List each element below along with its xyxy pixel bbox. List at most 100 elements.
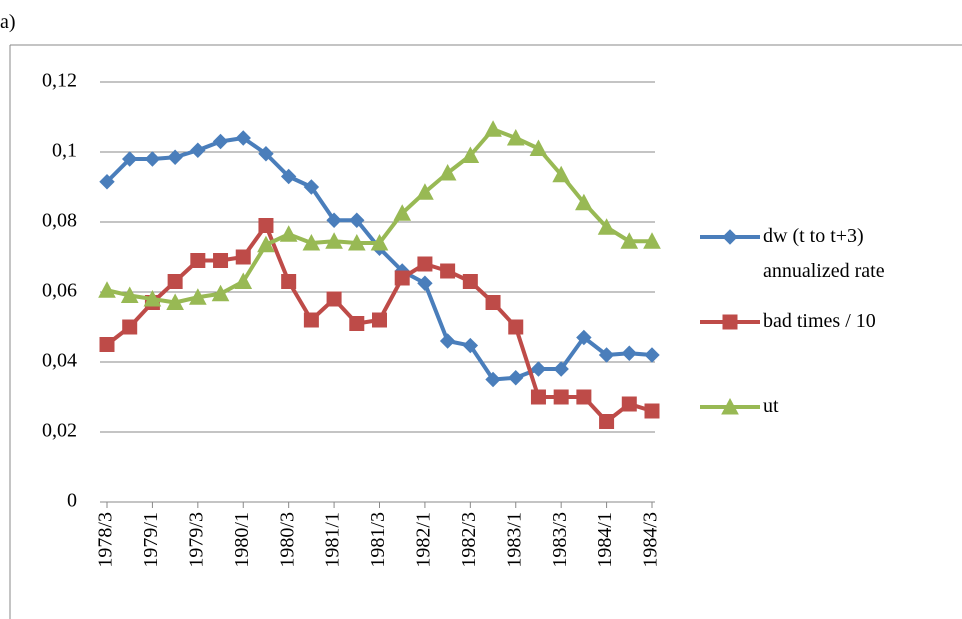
data-point <box>529 139 548 156</box>
data-point <box>347 233 366 251</box>
data-point <box>417 256 433 272</box>
data-point <box>257 235 275 253</box>
legend-swatch <box>722 229 738 245</box>
data-point <box>326 291 342 307</box>
data-point <box>167 149 183 165</box>
data-point <box>190 142 206 158</box>
y-tick-label: 0,08 <box>42 210 77 232</box>
data-point <box>280 168 297 185</box>
data-point <box>188 288 207 305</box>
data-point <box>485 295 501 310</box>
x-tick-label: 1984/3 <box>640 512 662 568</box>
x-tick-label: 1979/3 <box>185 512 207 568</box>
x-tick-label: 1980/1 <box>231 512 253 568</box>
legend-label: ut <box>763 395 779 417</box>
data-point <box>508 319 524 335</box>
data-point <box>143 289 162 307</box>
data-point <box>166 293 184 310</box>
data-point <box>99 174 115 190</box>
data-point <box>530 361 547 377</box>
data-point <box>644 403 660 419</box>
data-point <box>349 316 365 331</box>
data-point <box>303 312 319 328</box>
data-point <box>462 274 478 289</box>
data-point <box>258 146 274 162</box>
data-point <box>440 263 456 279</box>
data-point <box>120 286 139 303</box>
x-tick-label: 1983/3 <box>549 512 571 568</box>
data-point <box>597 218 616 235</box>
data-point <box>234 272 253 289</box>
data-point <box>643 232 661 249</box>
y-tick-label: 0,04 <box>42 350 77 372</box>
data-point <box>484 120 502 137</box>
x-tick-label: 1979/1 <box>140 512 162 568</box>
data-point <box>394 270 410 286</box>
data-point <box>211 284 230 302</box>
x-tick-label: 1978/3 <box>95 512 117 568</box>
data-point <box>553 361 569 377</box>
data-point <box>98 281 116 298</box>
data-point <box>575 193 593 211</box>
x-tick-label: 1983/1 <box>503 512 525 568</box>
data-point <box>598 347 615 363</box>
data-point <box>281 274 297 289</box>
y-tick-label: 0 <box>67 490 77 512</box>
y-tick-label: 0,02 <box>42 420 77 442</box>
x-tick-label: 1981/3 <box>367 512 389 568</box>
data-point <box>644 347 660 363</box>
data-point <box>439 333 456 349</box>
data-point <box>621 396 637 412</box>
data-point <box>599 414 615 429</box>
data-point <box>416 183 434 200</box>
data-point <box>508 370 524 386</box>
x-tick-label: 1980/3 <box>276 512 298 568</box>
data-point <box>349 212 365 228</box>
x-tick-label: 1984/1 <box>594 512 616 568</box>
y-tick-label: 0,06 <box>42 280 77 302</box>
data-point <box>438 163 457 181</box>
data-point <box>417 275 433 291</box>
data-point <box>576 389 592 405</box>
legend-label: dw (t to t+3) annualized rate <box>763 225 885 282</box>
series-line <box>105 136 653 382</box>
y-tick-label: 0,1 <box>52 140 77 162</box>
data-point <box>485 371 501 388</box>
data-point <box>620 232 639 249</box>
data-point <box>462 337 479 354</box>
data-point <box>190 253 206 268</box>
data-point <box>370 233 389 251</box>
data-point <box>461 146 480 163</box>
x-tick-label: 1981/1 <box>322 512 344 568</box>
data-point <box>372 312 387 328</box>
x-tick-label: 1982/1 <box>413 512 435 568</box>
series-line <box>106 127 652 305</box>
data-point <box>167 274 183 289</box>
x-tick-label: 1982/3 <box>458 512 480 568</box>
data-point <box>258 218 274 233</box>
data-point <box>212 133 229 150</box>
data-point <box>326 212 342 228</box>
data-point <box>303 179 320 195</box>
data-point <box>576 329 592 346</box>
data-point <box>530 389 546 405</box>
data-point <box>506 128 525 146</box>
data-point <box>144 151 161 167</box>
data-point <box>213 253 229 268</box>
data-point <box>122 151 138 167</box>
legend-label: bad times / 10 <box>763 310 876 332</box>
data-point <box>279 225 298 242</box>
data-point <box>325 232 343 249</box>
data-point <box>99 337 115 352</box>
data-point <box>122 319 138 335</box>
y-tick-label: 0,12 <box>42 70 77 92</box>
panel-label: a) <box>0 11 16 33</box>
legend-swatch <box>721 397 739 415</box>
data-point <box>235 130 251 146</box>
data-point <box>393 204 412 221</box>
data-point <box>553 389 569 405</box>
data-point <box>552 165 571 183</box>
data-point <box>621 345 637 361</box>
